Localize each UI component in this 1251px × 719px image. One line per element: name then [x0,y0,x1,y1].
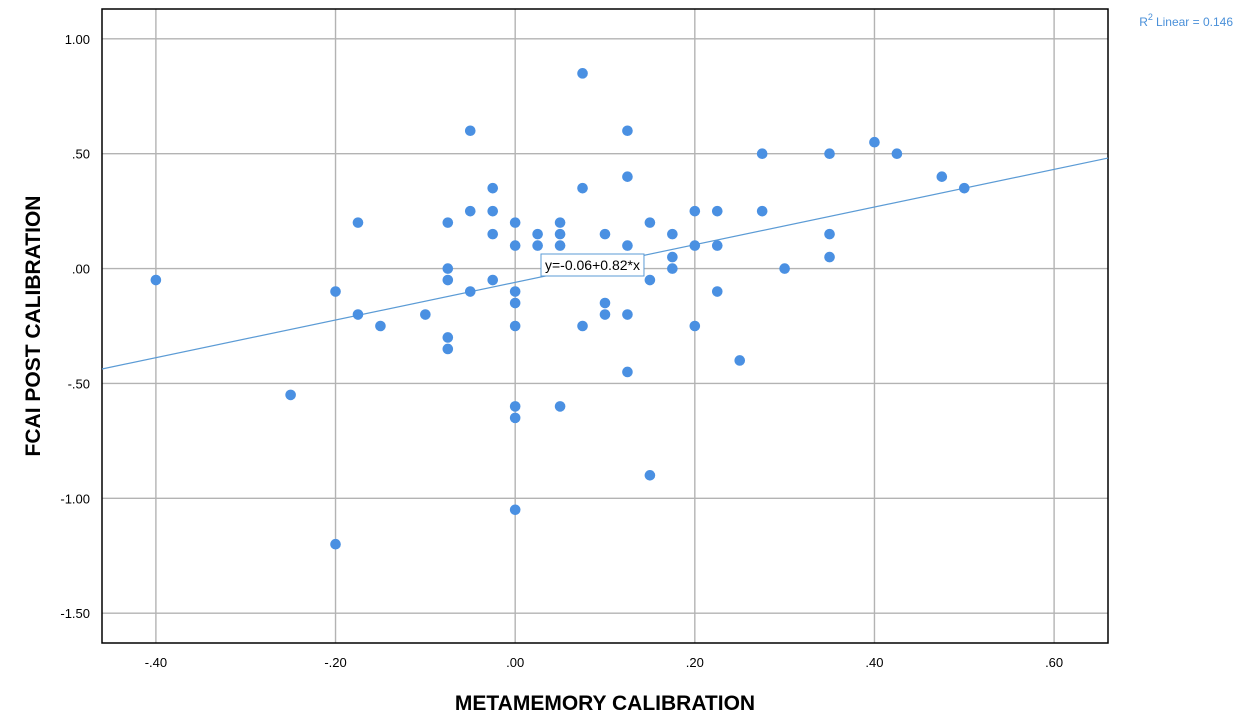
data-points [150,68,970,550]
data-point [689,240,701,251]
data-point [330,286,341,297]
data-point [756,205,768,217]
data-point [779,263,790,274]
y-tick-label: .50 [72,147,90,162]
data-point [689,320,701,332]
gridlines [102,9,1108,643]
data-point [824,148,835,160]
fit-equation-frame [540,253,645,277]
r2-label: R2 Linear = 0.146 [1139,12,1233,29]
y-axis-title: FCAI POST CALIBRATION [22,196,45,457]
data-point [464,286,476,297]
data-point [891,148,903,160]
data-point [622,309,633,320]
data-point [577,182,588,194]
data-point [509,240,521,251]
data-point [285,389,296,401]
fit-equation-label: y=-0.06+0.82*x [545,257,640,273]
x-tick-label: .20 [686,655,704,670]
x-tick-label: -.40 [145,655,167,670]
data-point [599,297,611,309]
data-point [464,125,476,137]
data-point [150,274,162,286]
data-point [936,171,948,182]
data-point [644,274,656,286]
y-tick-label: -1.50 [60,606,90,621]
data-point [622,125,633,137]
data-point [509,286,521,297]
data-point [824,251,835,263]
x-tick-label: .00 [506,655,524,670]
data-point [622,366,633,378]
data-point [352,309,364,320]
data-point [487,182,499,194]
data-point [487,205,499,217]
data-point [509,412,521,424]
x-tick-label: -.20 [324,655,346,670]
data-point [667,251,678,263]
data-point [689,205,701,217]
y-tick-labels: 1.00 .50 .00 -.50 -1.00 -1.50 [60,32,90,621]
y-tick-label: .00 [72,262,90,277]
data-point [487,228,499,240]
data-point [442,217,454,228]
data-point [958,182,970,194]
data-point [509,320,521,332]
data-point [711,205,723,217]
data-point [509,504,521,516]
data-point [599,228,611,240]
data-point [554,228,566,240]
data-point [442,343,454,355]
r2-prefix: R [1139,15,1148,29]
data-point [644,470,656,481]
data-point [667,263,678,274]
data-point [509,401,521,412]
data-point [711,286,723,297]
data-point [509,297,521,309]
data-point [577,68,588,79]
y-tick-label: -.50 [68,376,90,391]
data-point [756,148,768,160]
data-point [487,274,499,286]
data-point [442,274,454,286]
x-tick-label: .40 [865,655,883,670]
data-point [711,240,723,251]
data-point [352,217,364,228]
data-point [420,309,431,320]
fit-equation-box: y=-0.06+0.82*x [540,253,645,277]
x-axis-title: METAMEMORY CALIBRATION [455,692,755,715]
data-point [644,217,656,228]
data-point [532,228,543,240]
data-point [869,136,880,148]
data-point [464,205,476,217]
data-point [734,355,746,366]
data-point [532,240,543,251]
x-tick-labels: -.40 -.20 .00 .20 .40 .60 [145,655,1063,670]
data-point [554,401,566,412]
y-tick-label: -1.00 [60,491,90,506]
data-point [599,309,611,320]
data-point [622,171,633,182]
data-point [577,320,588,332]
data-point [375,320,386,332]
r2-superscript: 2 [1148,12,1153,22]
data-point [442,332,454,343]
data-point [667,228,678,240]
data-point [554,240,566,251]
data-point [824,228,835,240]
data-point [622,240,633,251]
data-point [509,217,521,228]
plot-frame [101,8,1109,644]
data-point [330,538,341,550]
data-point [554,217,566,228]
y-tick-label: 1.00 [65,32,90,47]
data-point [442,263,454,274]
r2-value: Linear = 0.146 [1156,15,1233,29]
x-tick-label: .60 [1045,655,1063,670]
